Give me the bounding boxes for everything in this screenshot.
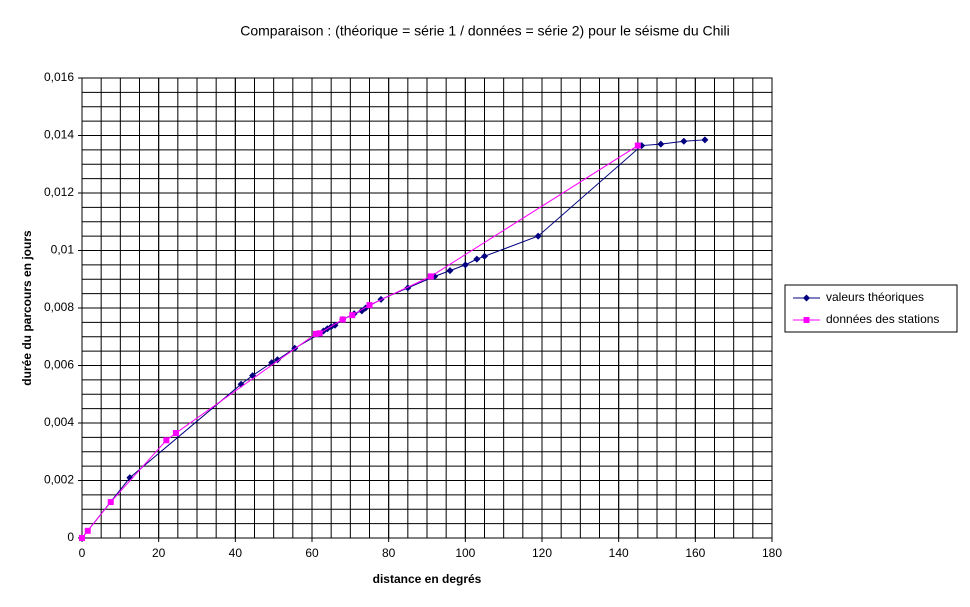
chart-title: Comparaison : (théorique = série 1 / don… xyxy=(240,23,729,39)
x-tick-label: 40 xyxy=(229,546,243,560)
x-tick-label: 80 xyxy=(382,546,396,560)
point xyxy=(534,232,542,240)
x-tick-label: 100 xyxy=(455,546,475,560)
point xyxy=(427,273,434,280)
y-tick-label: 0,008 xyxy=(44,300,74,314)
y-tick-label: 0,016 xyxy=(44,70,74,84)
point xyxy=(84,527,91,534)
y-tick-label: 0,002 xyxy=(44,473,74,487)
x-tick-label: 120 xyxy=(532,546,552,560)
legend-box xyxy=(784,284,958,333)
point xyxy=(107,499,114,506)
point xyxy=(316,330,323,337)
point xyxy=(446,267,454,275)
y-tick-label: 0,006 xyxy=(44,358,74,372)
y-tick-label: 0,01 xyxy=(51,243,75,257)
point xyxy=(461,261,469,269)
y-tick-label: 0,012 xyxy=(44,185,74,199)
y-axis-label: durée du parcours en jours xyxy=(20,230,34,386)
point xyxy=(163,437,170,444)
x-tick-label: 60 xyxy=(305,546,319,560)
legend-marker xyxy=(803,294,810,302)
plot-border xyxy=(81,77,773,539)
x-tick-label: 180 xyxy=(762,546,782,560)
point xyxy=(680,137,688,145)
series-line xyxy=(81,139,705,539)
x-tick-label: 20 xyxy=(152,546,166,560)
point xyxy=(79,535,85,541)
series-line xyxy=(81,145,639,539)
point xyxy=(274,356,281,364)
point xyxy=(657,140,665,148)
point xyxy=(312,330,319,337)
x-axis-label: distance en degrés xyxy=(373,572,482,586)
point xyxy=(349,312,356,319)
point xyxy=(249,372,257,380)
point xyxy=(366,302,373,309)
legend-label: valeurs théoriques xyxy=(826,290,924,304)
point xyxy=(339,316,346,323)
x-tick-label: 140 xyxy=(609,546,629,560)
y-tick-label: 0,014 xyxy=(44,128,74,142)
y-tick-label: 0 xyxy=(67,530,74,544)
x-tick-label: 160 xyxy=(685,546,705,560)
y-tick-label: 0,004 xyxy=(44,415,74,429)
point xyxy=(473,255,481,263)
x-tick-label: 0 xyxy=(79,546,86,560)
legend-label: données des stations xyxy=(826,312,939,326)
point xyxy=(634,142,641,149)
legend-marker xyxy=(803,317,810,323)
point xyxy=(172,430,179,437)
point xyxy=(481,252,488,260)
point xyxy=(701,136,709,144)
